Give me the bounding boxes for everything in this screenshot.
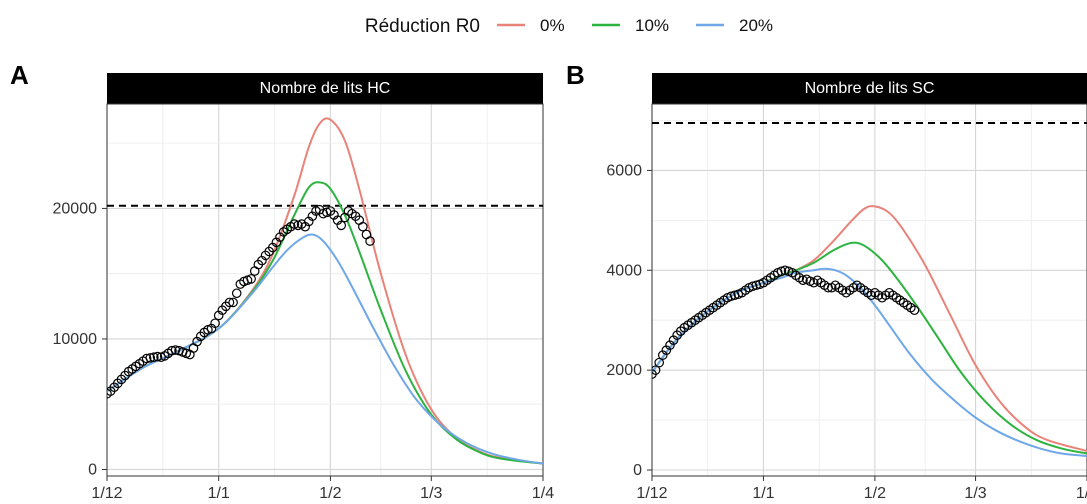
x-tick-label: 1/4 — [1076, 485, 1087, 502]
y-tick-label: 0 — [633, 462, 642, 479]
gridlines — [106, 104, 544, 476]
panel-strip — [652, 73, 1087, 104]
observed-point — [228, 297, 238, 308]
y-tick-label: 0 — [88, 461, 97, 478]
observed-points — [652, 265, 920, 379]
series-line-10% — [652, 241, 1087, 455]
legend: Réduction R0 0% 10% 20% — [365, 16, 773, 37]
x-tick-label: 1/4 — [532, 485, 554, 502]
observed-point — [798, 275, 808, 286]
observed-point — [170, 345, 181, 355]
legend-label-2: 20% — [739, 16, 773, 35]
y-tick-label: 4000 — [606, 262, 642, 279]
observed-point — [246, 274, 256, 284]
observed-point — [726, 291, 736, 302]
observed-point — [652, 365, 661, 375]
legend-title: Réduction R0 — [365, 16, 480, 37]
observed-point — [231, 288, 242, 299]
panel-strip — [107, 73, 543, 104]
x-tick-label: 1/3 — [964, 485, 986, 502]
observed-point — [167, 345, 177, 356]
observed-point — [210, 318, 220, 329]
observed-point — [747, 281, 758, 292]
x-tick-label: 1/2 — [319, 485, 341, 502]
y-tick-label: 20000 — [53, 200, 98, 217]
panel-tag: A — [10, 60, 29, 90]
observed-points — [107, 204, 375, 399]
series-line-0% — [107, 117, 543, 465]
gridlines — [651, 104, 1087, 476]
x-tick-label: 1/1 — [208, 485, 230, 502]
panel-title: Nombre de lits HC — [260, 80, 391, 97]
observed-point — [654, 357, 664, 368]
observed-point — [149, 352, 159, 363]
observed-point — [141, 353, 152, 364]
x-tick-label: 1/12 — [636, 485, 667, 502]
observed-point — [224, 297, 235, 308]
observed-point — [365, 236, 375, 246]
y-tick-label: 2000 — [606, 362, 642, 379]
y-tick-label: 10000 — [53, 331, 98, 348]
panel-border — [106, 103, 544, 477]
observed-point — [909, 305, 920, 316]
legend-label-1: 10% — [635, 16, 669, 35]
panel-tag: B — [566, 60, 585, 90]
panel-title: Nombre de lits SC — [805, 80, 935, 97]
observed-point — [145, 353, 156, 363]
panel-b: B Nombre de lits SC 1/12 1/1 1/2 1/3 1/4 0 2000 4… — [566, 60, 1087, 502]
legend-label-0: 0% — [540, 16, 565, 35]
observed-point — [776, 266, 787, 277]
x-tick-label: 1/3 — [420, 485, 442, 502]
observed-point — [152, 351, 163, 362]
observed-point — [358, 221, 368, 232]
observed-point — [336, 220, 347, 231]
panel-border — [651, 103, 1087, 477]
series-line-10% — [107, 181, 543, 465]
x-tick-label: 1/12 — [91, 485, 122, 502]
x-tick-label: 1/1 — [752, 485, 774, 502]
series-line-20% — [107, 233, 543, 465]
panel-a: A Nombre de lits HC 1/12 1/1 1/2 1/3 1/4 0 10000… — [10, 60, 554, 502]
x-tick-label: 1/2 — [864, 485, 886, 502]
series-line-0% — [652, 205, 1087, 452]
y-tick-label: 6000 — [606, 162, 642, 179]
